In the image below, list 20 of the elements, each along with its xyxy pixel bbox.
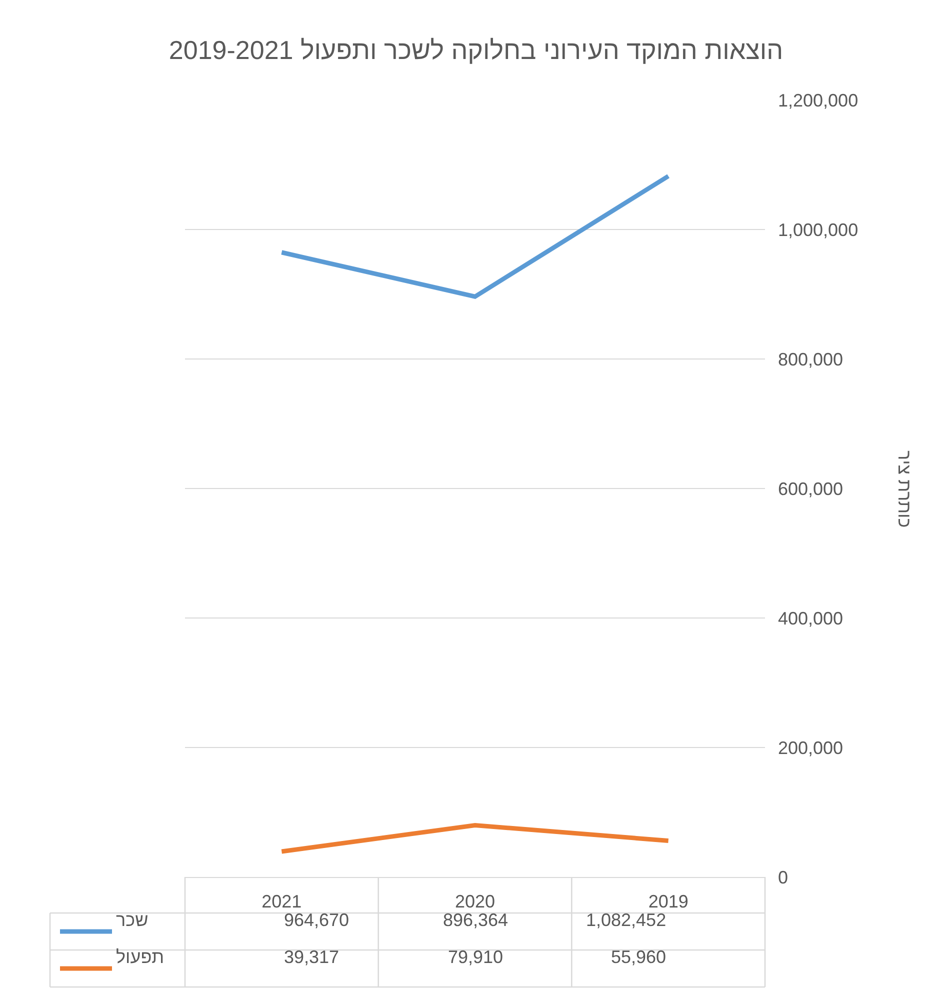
y-tick-label: 600,000 <box>778 478 844 499</box>
x-tick-label: 2019 <box>648 892 688 912</box>
y-tick-label: 0 <box>778 867 788 888</box>
y-tick-label: 200,000 <box>778 738 844 758</box>
data-label: 55,960 <box>611 947 666 967</box>
data-label: 1,082,452 <box>586 910 666 930</box>
legend-label: תפעול <box>116 947 164 967</box>
y-tick-label: 400,000 <box>778 608 844 628</box>
data-label: 39,317 <box>284 947 340 967</box>
legend-label: שכר <box>116 910 148 930</box>
x-tick-label: 2021 <box>262 892 302 912</box>
y-axis-title: כותרת ציר <box>894 450 914 528</box>
data-label: 964,670 <box>284 910 350 930</box>
data-label: 79,910 <box>448 947 504 967</box>
chart-title: הוצאות המוקד העירוני בחלוקה לשכר ותפעול 2019-2021 <box>168 35 784 66</box>
y-tick-label: 1,000,000 <box>778 220 858 240</box>
y-tick-label: 800,000 <box>778 349 844 370</box>
y-tick-label: 1,200,000 <box>778 90 858 110</box>
data-label: 896,364 <box>443 910 508 930</box>
x-tick-label: 2020 <box>454 892 496 912</box>
